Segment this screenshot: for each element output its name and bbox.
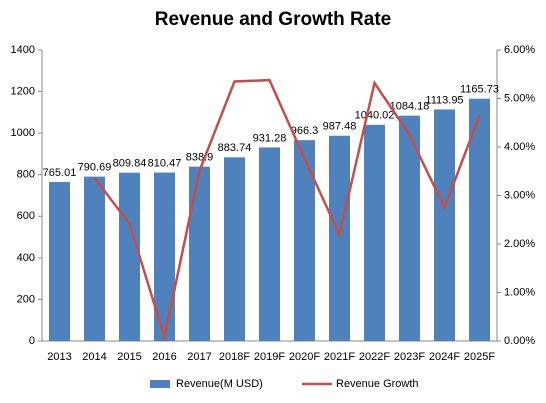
bar	[294, 140, 315, 341]
y-tick-label: 800	[17, 169, 35, 181]
data-label: 1113.95	[425, 94, 463, 106]
bar	[259, 147, 280, 341]
y2-tick-label: 3.00%	[504, 189, 535, 201]
x-tick-label: 2020F	[289, 351, 320, 363]
y2-tick-label: 6.00%	[504, 44, 535, 56]
x-tick-label: 2019F	[254, 351, 285, 363]
data-label: 790.69	[78, 162, 112, 174]
legend-label: Revenue(M USD)	[176, 378, 263, 390]
data-label: 966.3	[291, 125, 319, 137]
x-tick-label: 2023F	[394, 351, 425, 363]
bar	[469, 98, 490, 341]
y2-tick-label: 0.00%	[504, 335, 535, 347]
x-tick-label: 2018F	[219, 351, 250, 363]
bar	[399, 115, 420, 341]
y2-tick-label: 1.00%	[504, 286, 535, 298]
data-label: 1040.02	[355, 110, 395, 122]
x-tick-label: 2025F	[464, 351, 495, 363]
y-tick-label: 400	[17, 252, 35, 264]
line	[93, 78, 481, 343]
data-label: 1084.18	[390, 101, 430, 113]
data-label: 987.48	[323, 121, 357, 133]
x-tick-label: 2016	[152, 351, 176, 363]
y2-tick-label: 2.00%	[504, 238, 535, 250]
bar	[364, 124, 385, 341]
y2-tick-label: 4.00%	[504, 141, 535, 153]
legend-label: Revenue Growth	[336, 378, 419, 390]
data-label: 765.01	[43, 167, 77, 179]
x-tick-label: 2014	[82, 351, 106, 363]
bar	[434, 109, 455, 341]
bar	[154, 172, 175, 341]
x-tick-label: 2017	[187, 351, 211, 363]
data-label: 931.28	[253, 132, 287, 144]
x-tick-label: 2015	[117, 351, 141, 363]
y2-tick-label: 5.00%	[504, 92, 535, 104]
bar	[84, 176, 105, 341]
y-tick-label: 0	[29, 335, 35, 347]
bar	[224, 157, 245, 341]
legend-swatch	[150, 380, 170, 388]
chart-title: Revenue and Growth Rate	[155, 9, 392, 30]
bar	[49, 181, 70, 341]
x-tick-label: 2013	[47, 351, 71, 363]
data-label: 809.84	[113, 158, 147, 170]
data-label: 1165.73	[460, 84, 499, 96]
y-tick-label: 1400	[11, 44, 35, 56]
y-tick-label: 600	[17, 210, 35, 222]
bar	[189, 166, 210, 341]
data-label: 883.74	[218, 142, 252, 154]
data-label: 810.47	[148, 157, 182, 169]
data-label: 838.9	[186, 152, 214, 164]
y-tick-label: 1000	[11, 127, 35, 139]
x-tick-label: 2021F	[324, 351, 355, 363]
y-tick-label: 200	[17, 293, 35, 305]
bar	[119, 172, 140, 341]
y-tick-label: 1200	[11, 85, 35, 97]
x-tick-label: 2024F	[429, 351, 460, 363]
bar	[329, 135, 350, 341]
x-tick-label: 2022F	[359, 351, 390, 363]
